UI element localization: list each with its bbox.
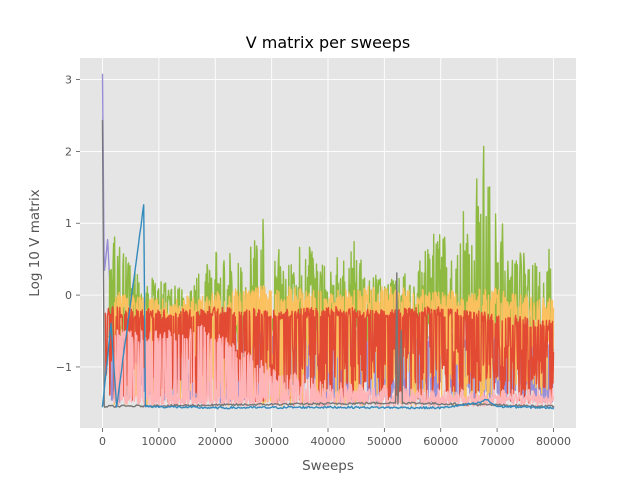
y-axis-label: Log 10 V matrix	[27, 189, 43, 296]
x-tick-label: 60000	[423, 435, 458, 448]
ticks: 0 10000 20000 30000 40000 50000 60000 70000 8000…	[56, 74, 571, 448]
x-tick-label: 70000	[480, 435, 515, 448]
x-tick-label: 50000	[367, 435, 402, 448]
x-tick-label: 10000	[141, 435, 176, 448]
x-tick-label: 30000	[254, 435, 289, 448]
y-tick-label: 3	[65, 74, 72, 87]
series-line-6	[101, 204, 555, 410]
x-axis-label: Sweeps	[302, 458, 354, 474]
traces	[101, 73, 555, 410]
y-tick-label: 1	[65, 217, 72, 230]
x-tick-label: 0	[99, 435, 106, 448]
series-line-4	[113, 324, 555, 408]
chart-title: V matrix per sweeps	[246, 33, 411, 52]
y-tick-label: −1	[56, 361, 72, 374]
series-line-5	[101, 119, 555, 409]
x-tick-label: 80000	[536, 435, 571, 448]
y-tick-label: 2	[65, 145, 72, 158]
y-tick-label: 0	[65, 289, 72, 302]
x-tick-label: 20000	[198, 435, 233, 448]
series-line-3	[104, 306, 555, 404]
x-tick-label: 40000	[311, 435, 346, 448]
